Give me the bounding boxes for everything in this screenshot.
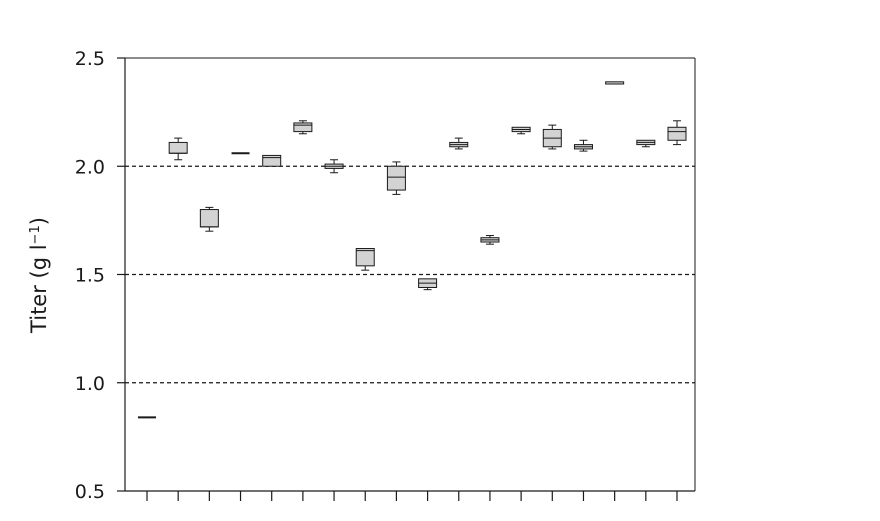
y-tick-label: 2.5 — [75, 48, 105, 70]
box — [168, 141, 188, 154]
y-tick-label: 2.0 — [75, 156, 105, 178]
y-tick-label: 1.5 — [75, 265, 105, 287]
y-axis-title-superscript: −1 — [28, 225, 43, 244]
box — [386, 165, 406, 191]
y-axis-title: Titer (g l−1) — [27, 217, 51, 334]
box — [262, 154, 282, 167]
box — [293, 122, 313, 133]
box — [667, 126, 687, 141]
box — [199, 209, 219, 228]
y-axis-title-main: Titer (g l — [27, 244, 51, 334]
y-tick-label: 0.5 — [75, 481, 105, 503]
y-axis-title-close: ) — [27, 217, 51, 225]
y-tick-label: 1.0 — [75, 373, 105, 395]
box — [355, 248, 375, 267]
